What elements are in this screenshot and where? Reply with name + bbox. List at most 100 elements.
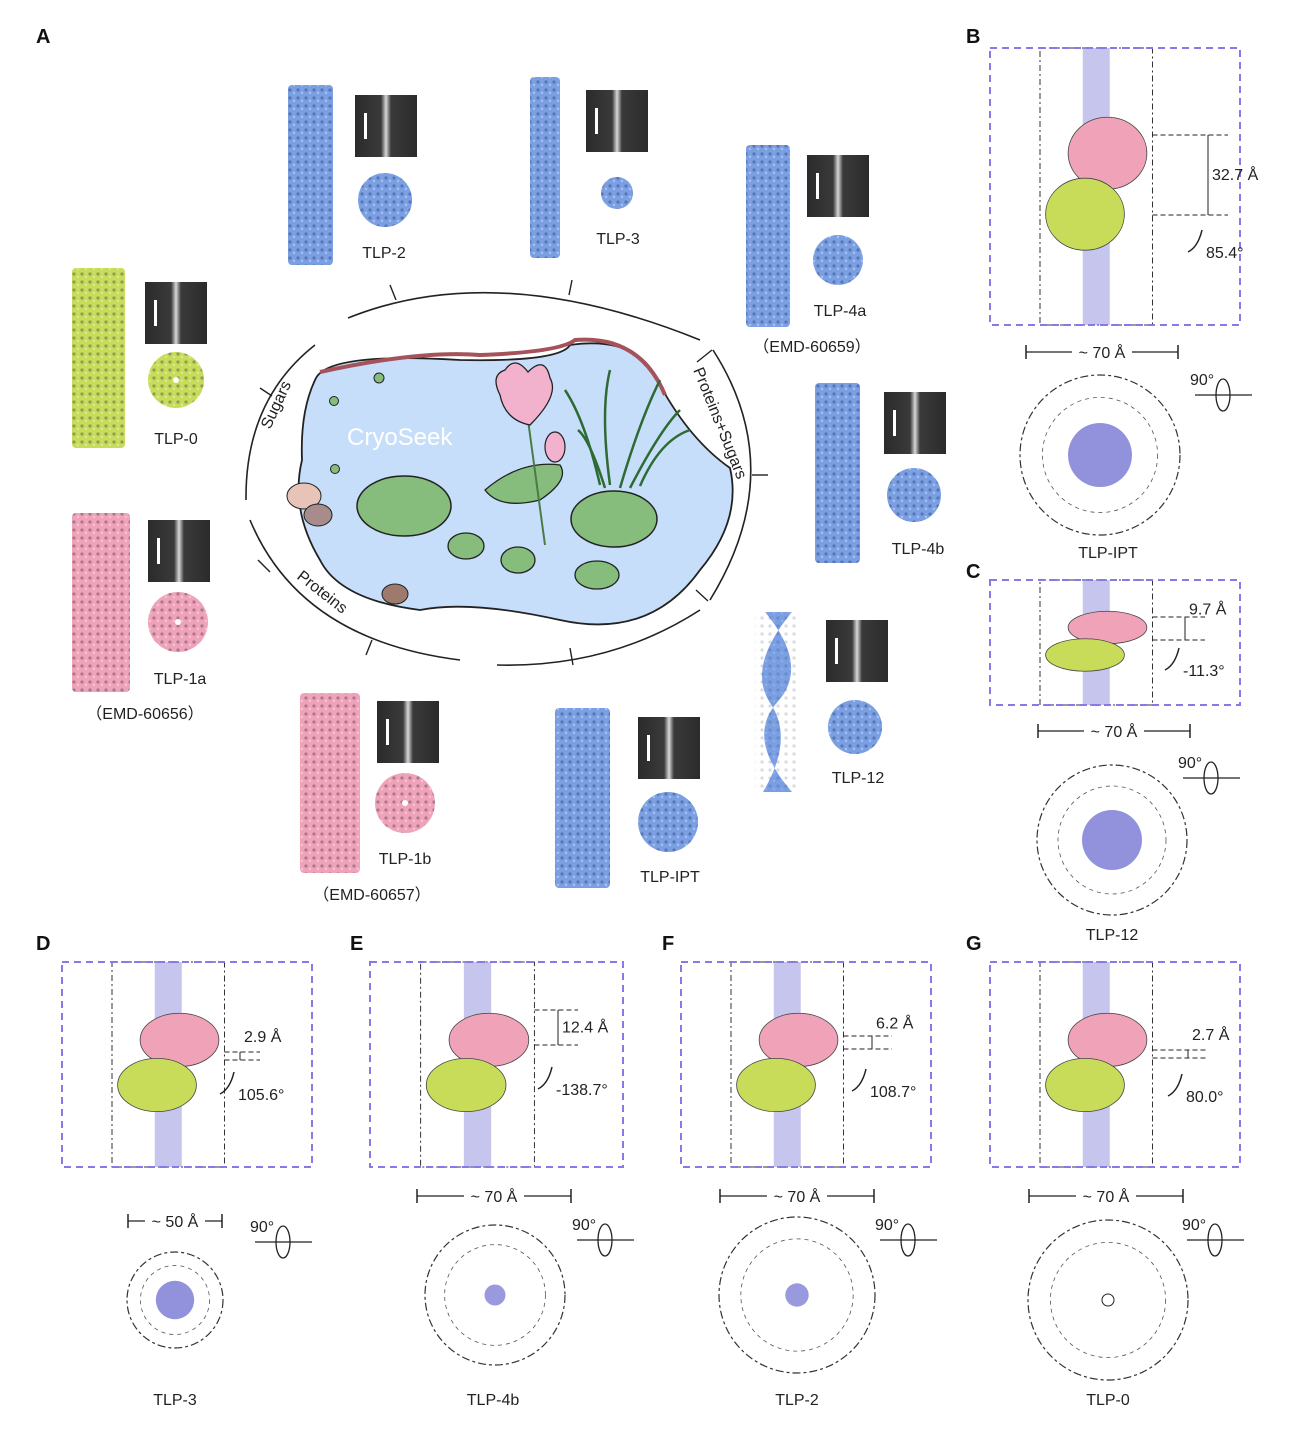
scale-bar [595,108,598,134]
twist-arrow-icon [537,1066,553,1090]
filament-texture [555,708,610,888]
cross-section-core [785,1283,809,1307]
cross-section-core [1082,810,1142,870]
rotation-angle: 90° [250,1219,274,1236]
filament-diameter: ~ 70 Å [1079,343,1126,362]
dashed-box [989,961,1241,1168]
cross-section-lumen [1101,1293,1115,1307]
cross-section-texture [638,792,698,852]
scale-bar [364,113,367,139]
subunit-green [1045,177,1125,251]
cross-section-core [155,1280,195,1320]
cross-section-core [484,1284,506,1306]
dimension-label-bg [767,1186,827,1206]
structure-name: TLP-4b [467,1392,520,1409]
scale-bar [154,300,157,326]
structure-name: TLP-3 [153,1392,197,1409]
scale-bar [816,173,819,199]
cross-section-inner [1057,785,1167,895]
subunit-green [117,1057,197,1113]
rotation-angle: 90° [875,1217,899,1234]
cross-section-inner [444,1244,546,1346]
cross-section-core [1068,423,1132,487]
panel-label: D [36,933,50,955]
dimension-label-bg [1084,721,1144,741]
dashed-box [680,961,932,1168]
panel-g: G 2.7 Å 80.0° ~ 70 Å 90° TLP-0 [966,933,1244,1409]
lumen [173,377,179,383]
twist-arrow-icon [1187,229,1203,253]
filament-texture [530,77,560,258]
panel-label: B [966,26,980,48]
rotation-angle: 90° [572,1217,596,1234]
filament-diameter: ~ 70 Å [471,1187,518,1206]
scale-bar [157,538,160,564]
subunit-green [425,1057,507,1113]
filament-texture [815,383,860,563]
dashed-box [61,961,313,1168]
filament-diameter: ~ 70 Å [1083,1187,1130,1206]
dashed-box [369,961,624,1168]
twist-arrow-icon [1164,647,1180,671]
filament-texture [300,693,360,873]
cross-section-texture [828,700,882,754]
panel-label-a: A [36,26,50,48]
dashed-box [989,579,1241,706]
helical-twist: -11.3° [1183,663,1225,680]
cryoseek-pond-illustration: CryoSeek Sugars Proteins+Sugars Proteins [245,279,768,666]
twist-arrow-icon [851,1068,867,1092]
structure-name: TLP-0 [154,431,198,448]
panel-f: F 6.2 Å 108.7° ~ 70 Å 90° TLP-2 [662,933,937,1409]
filament-texture [746,145,790,327]
helical-rise: 6.2 Å [876,1014,914,1033]
filament-texture [288,85,333,265]
filament-diameter: ~ 70 Å [774,1187,821,1206]
dashed-box [989,47,1241,326]
panel-e: E 12.4 Å -138.7° ~ 70 Å 90° TLP-4b [350,933,634,1409]
panel-label: F [662,933,674,955]
emdb-accession: （EMD-60656） [86,705,203,723]
helical-twist: 105.6° [238,1087,284,1104]
structure-name: TLP-1a [154,671,207,688]
cross-section-inner [740,1238,854,1352]
structure-name: TLP-0 [1086,1392,1130,1409]
structure-name: TLP-1b [379,851,432,868]
emdb-accession: （EMD-60657） [313,886,430,904]
structure-tlp-12: TLP-12 [755,612,888,792]
helical-twist: -138.7° [556,1082,608,1099]
filament-texture [755,612,800,792]
scale-bar [647,735,650,761]
panel-label: E [350,933,363,955]
structure-tlp-3: TLP-3 [530,77,648,258]
cryoseek-title: CryoSeek [347,424,453,451]
scale-bar [386,719,389,745]
panel-c: C 9.7 Å -11.3° ~ 70 Å 90° TLP-12 [966,561,1241,944]
helical-rise: 2.9 Å [244,1027,282,1046]
panel-label: C [966,561,980,583]
lumen [175,619,181,625]
subunit-green [1045,1057,1125,1113]
structure-tlp-1b: TLP-1b （EMD-60657） [300,693,439,904]
filament-texture [72,513,130,692]
rotation-angle: 90° [1182,1217,1206,1234]
structure-tlp-1a: TLP-1a （EMD-60656） [72,513,210,723]
structure-tlp-0: TLP-0 [72,268,207,448]
panel-b: B 32.7 Å 85.4° ~ 70 Å 90° TLP-IPT [966,26,1259,562]
panel-label: G [966,933,982,955]
cross-section-inner [1050,1242,1167,1359]
filament-diameter: ~ 50 Å [152,1212,199,1231]
rotation-angle: 90° [1190,372,1214,389]
cross-section-texture [813,235,863,285]
dimension-label-bg [1072,342,1132,362]
subunit-green [1045,638,1125,672]
helical-twist: 85.4° [1206,245,1244,262]
dimension-label-bg [464,1186,524,1206]
filament-diameter: ~ 70 Å [1091,722,1138,741]
helical-rise: 12.4 Å [562,1018,609,1037]
structure-name: TLP-12 [832,770,885,787]
subunit-green [736,1057,816,1113]
twist-arrow-icon [219,1071,235,1095]
panel-a-structures: TLP-2 TLP-3 TLP-4a （EMD-60659） TLP-0 TLP-1a （E… [72,77,946,904]
scale-bar [835,638,838,664]
